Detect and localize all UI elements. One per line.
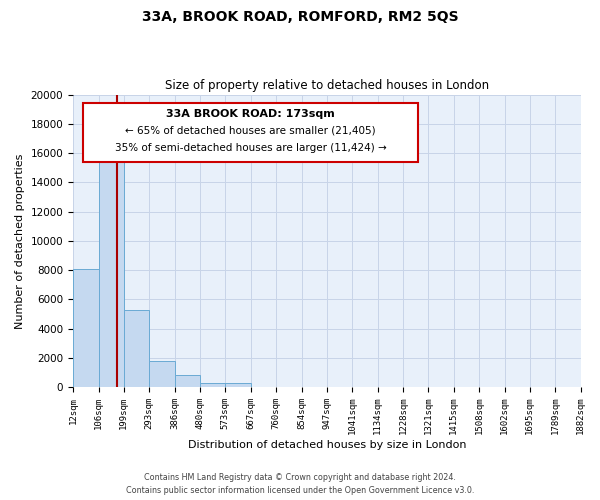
Text: Contains HM Land Registry data © Crown copyright and database right 2024.
Contai: Contains HM Land Registry data © Crown c… bbox=[126, 474, 474, 495]
Text: ← 65% of detached houses are smaller (21,405): ← 65% of detached houses are smaller (21… bbox=[125, 126, 376, 136]
Bar bbox=[225, 382, 251, 387]
Bar bbox=[200, 382, 225, 387]
FancyBboxPatch shape bbox=[83, 104, 418, 162]
Bar bbox=[175, 376, 200, 387]
Bar bbox=[124, 310, 149, 387]
Bar bbox=[98, 144, 124, 387]
X-axis label: Distribution of detached houses by size in London: Distribution of detached houses by size … bbox=[188, 440, 466, 450]
Bar bbox=[149, 361, 175, 387]
Y-axis label: Number of detached properties: Number of detached properties bbox=[15, 153, 25, 328]
Bar bbox=[73, 268, 98, 387]
Text: 35% of semi-detached houses are larger (11,424) →: 35% of semi-detached houses are larger (… bbox=[115, 143, 386, 153]
Text: 33A, BROOK ROAD, ROMFORD, RM2 5QS: 33A, BROOK ROAD, ROMFORD, RM2 5QS bbox=[142, 10, 458, 24]
Title: Size of property relative to detached houses in London: Size of property relative to detached ho… bbox=[165, 79, 489, 92]
Text: 33A BROOK ROAD: 173sqm: 33A BROOK ROAD: 173sqm bbox=[166, 109, 335, 119]
